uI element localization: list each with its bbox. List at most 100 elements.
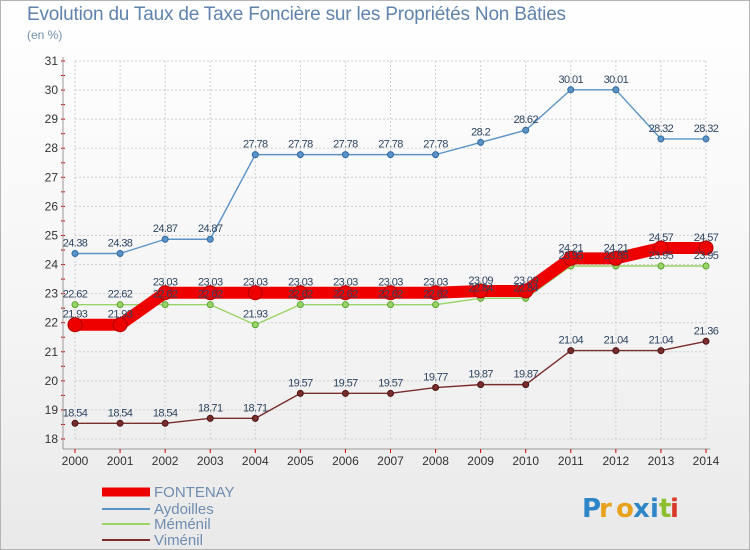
x-tick-label: 2013 [648,454,675,468]
data-point [296,301,304,309]
x-tick-label: 2007 [377,454,404,468]
data-label: 23.09 [468,275,493,287]
x-tick-label: 2006 [332,454,359,468]
unit-label: (en %) [27,28,63,42]
logo-letter: r [599,494,612,524]
x-tick-label: 2008 [422,454,449,468]
data-label: 23.95 [559,250,584,262]
data-point [251,321,259,329]
data-label: 27.78 [243,139,268,151]
data-label: 19.87 [513,369,538,381]
legend-label: FONTENAY [154,484,235,501]
data-point [296,389,304,397]
data-label: 28.32 [694,123,719,135]
data-label: 21.36 [694,325,719,337]
y-tick-label: 23 [45,287,59,301]
data-label: 22.62 [423,289,448,301]
data-point [522,381,530,389]
data-point [387,389,394,397]
data-point [608,250,624,266]
data-label: 24.38 [108,237,133,249]
logo-letter: P [582,494,601,524]
data-point [653,240,669,256]
data-point [71,249,79,257]
proxiti-logo: Pr o x i ti [582,494,679,524]
data-point [161,235,169,243]
x-tick-label: 2009 [467,454,494,468]
y-tick-label: 21 [45,345,59,359]
data-point [567,86,575,94]
x-tick-label: 2003 [197,454,224,468]
x-tick-label: 2014 [693,454,720,468]
data-label: 24.57 [694,232,719,244]
data-label: 23.03 [333,277,358,289]
data-point [112,317,128,333]
data-point [341,301,349,309]
data-label: 23.03 [378,277,403,289]
data-label: 21.04 [649,335,674,347]
data-label: 22.62 [333,289,358,301]
y-tick-label: 20 [45,374,59,388]
logo-letter: x [633,494,650,524]
data-label: 23.03 [198,277,223,289]
legend-label: Aydoilles [154,501,214,518]
y-tick-label: 30 [45,83,59,97]
data-label: 18.54 [108,407,133,419]
data-point [161,301,169,309]
y-tick-label: 27 [45,170,59,184]
data-label: 23.95 [649,250,674,262]
data-label: 19.77 [423,372,448,384]
data-label: 24.38 [63,237,88,249]
data-point [432,384,440,392]
data-label: 28.2 [471,126,490,138]
y-tick-label: 28 [45,141,59,155]
data-label: 19.57 [288,377,313,389]
data-point [341,151,349,159]
x-tick-label: 2011 [558,454,584,468]
data-label: 21.04 [604,335,629,347]
data-label: 23.03 [423,277,448,289]
data-point [116,419,124,427]
data-label: 24.87 [198,223,223,235]
data-point [518,283,534,299]
x-tick-label: 2010 [512,454,539,468]
data-point [116,301,124,309]
data-point [657,347,665,355]
data-label: 28.62 [513,114,538,126]
data-label: 22.62 [63,289,88,301]
x-tick-label: 2005 [287,454,314,468]
data-point [387,301,394,309]
data-point [612,86,620,94]
data-label: 22.62 [108,289,133,301]
data-point [251,151,259,159]
data-label: 27.78 [333,139,358,151]
data-point [567,347,575,355]
data-label: 27.78 [288,139,313,151]
legend-label: Viménil [154,532,203,549]
data-label: 23.03 [288,277,313,289]
data-label: 24.57 [649,232,674,244]
data-point [251,414,259,422]
data-label: 24.87 [153,223,178,235]
data-label: 22.84 [513,282,538,294]
data-label: 21.93 [243,309,268,321]
data-label: 23.09 [513,275,538,287]
data-label: 22.62 [288,289,313,301]
data-point [206,301,214,309]
data-point [116,249,124,257]
x-tick-label: 2000 [62,454,89,468]
x-tick-label: 2004 [242,454,269,468]
logo-letter: i [670,494,679,524]
data-label: 28.32 [649,123,674,135]
data-point [702,262,710,270]
data-label: 23.03 [153,277,178,289]
data-label: 18.71 [243,402,268,414]
data-point [387,151,394,159]
x-tick-label: 2012 [603,454,630,468]
data-point [206,235,214,243]
data-point [432,151,440,159]
data-label: 18.54 [153,407,178,419]
data-label: 22.62 [198,289,223,301]
